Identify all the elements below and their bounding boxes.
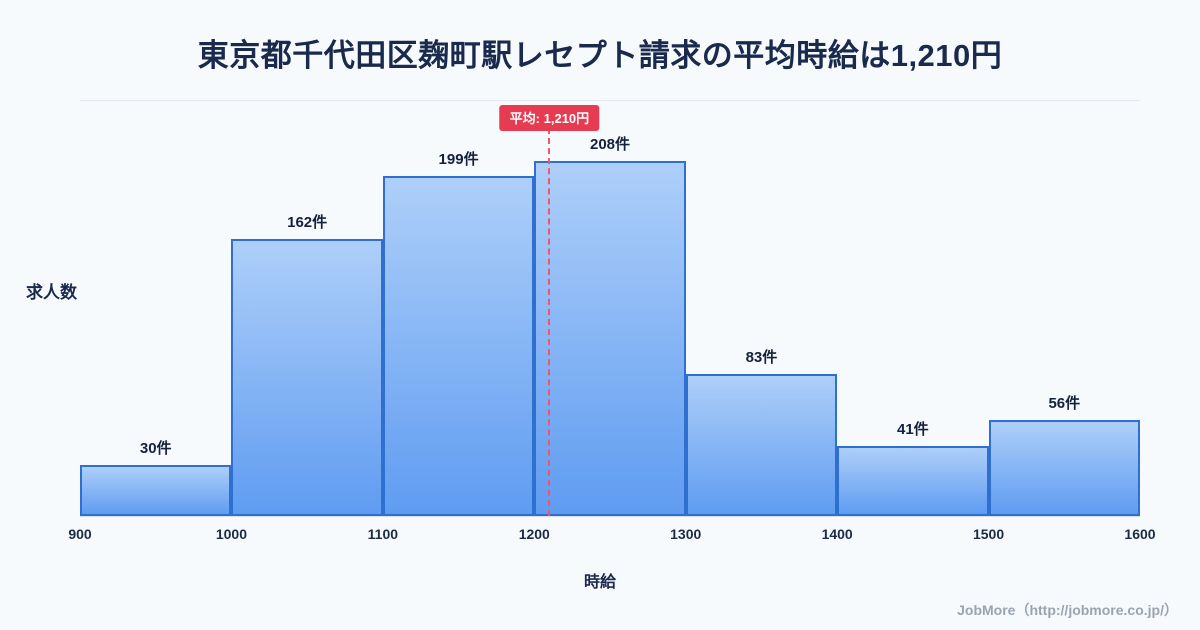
bar-value-label: 208件 (589, 135, 631, 153)
x-axis-tick-label: 1400 (821, 526, 853, 542)
x-axis-tick-label: 1500 (972, 526, 1005, 542)
bar-value-label: 30件 (139, 439, 172, 457)
histogram-bar (382, 176, 535, 516)
x-axis-tick-label: 1200 (518, 526, 550, 542)
footer-credit: JobMore（http://jobmore.co.jp/） (957, 602, 1178, 618)
x-axis-tick-label: 1300 (670, 526, 702, 542)
x-axis-line (80, 516, 1140, 517)
x-axis-tick-label: 900 (68, 526, 92, 542)
bar-value-label: 41件 (897, 420, 929, 438)
y-axis-label: 求人数 (26, 283, 77, 302)
bar-value-label: 56件 (1048, 395, 1081, 413)
average-badge: 平均: 1,210円 (499, 105, 600, 131)
x-axis-tick-label: 1100 (367, 526, 399, 542)
x-axis-tick-label: 1600 (1124, 526, 1156, 542)
histogram-bar (685, 374, 838, 516)
x-axis-tick-label: 1000 (215, 526, 247, 542)
average-line (548, 128, 551, 516)
histogram-bar (534, 160, 686, 516)
histogram-bar (837, 445, 989, 516)
histogram-bar (231, 239, 383, 516)
histogram-bar (80, 464, 232, 516)
bar-value-label: 83件 (745, 349, 778, 367)
bar-value-label: 199件 (438, 151, 479, 169)
bar-value-label: 162件 (287, 214, 328, 232)
chart-title: 東京都千代田区麹町駅レセプト請求の平均時給は1,210円 (197, 38, 1003, 73)
plot-area: 平均: 1,210円 30件 162件 199件 208件 83件 41件 56件 900 10… (68, 100, 1156, 542)
x-axis-label: 時給 (583, 574, 616, 591)
histogram-bar (988, 420, 1140, 516)
